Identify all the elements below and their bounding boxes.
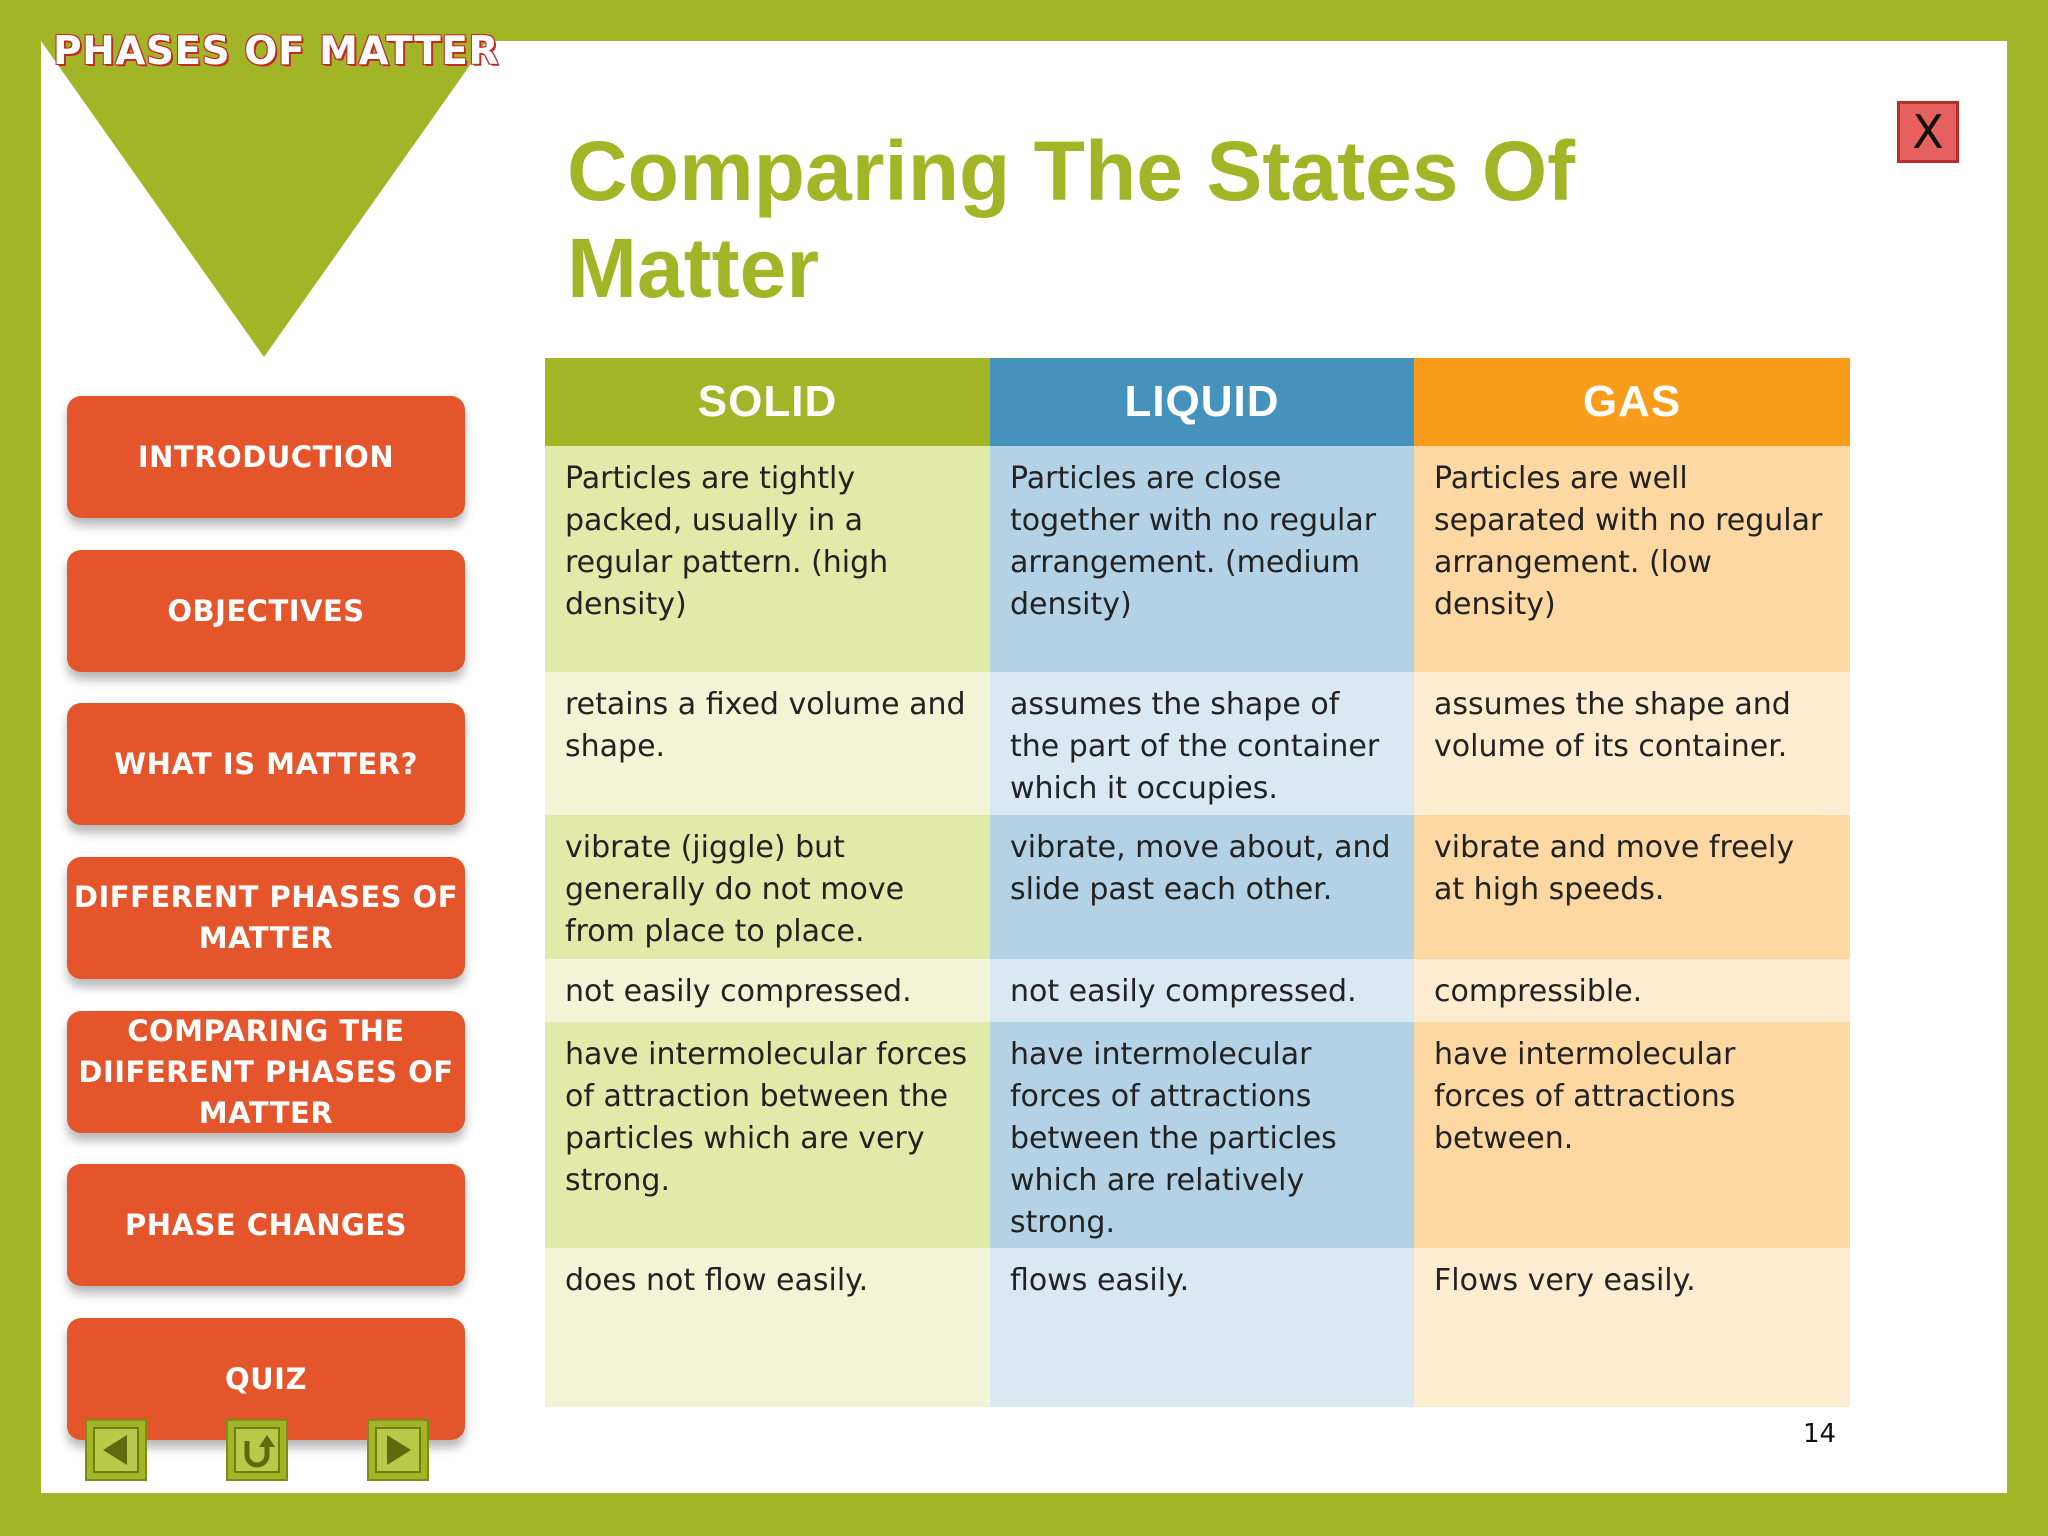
table-row: have intermolecular forces of attraction… (545, 1022, 1850, 1248)
table-row: Particles are tightly packed, usually in… (545, 446, 1850, 672)
header-solid: SOLID (545, 358, 990, 446)
nav-comparing-phases-button[interactable]: COMPARING THE DIIFERENT PHASES OF MATTER (67, 1011, 465, 1133)
page-number: 14 (1803, 1419, 1837, 1449)
cell-solid: vibrate (jiggle) but generally do not mo… (545, 815, 990, 959)
back-arrow-icon (93, 1427, 139, 1473)
cell-gas: have intermolecular forces of attraction… (1414, 1022, 1850, 1248)
nav-phase-changes-button[interactable]: PHASE CHANGES (67, 1164, 465, 1286)
table-row: not easily compressed. not easily compre… (545, 959, 1850, 1022)
cell-solid: retains a fixed volume and shape. (545, 672, 990, 815)
cell-solid: does not flow easily. (545, 1248, 990, 1407)
page-title: Comparing The States Of Matter (567, 124, 1576, 315)
cell-gas: assumes the shape and volume of its cont… (1414, 672, 1850, 815)
forward-button[interactable] (367, 1419, 429, 1481)
nav-controls (85, 1419, 455, 1483)
brand-triangle (41, 41, 487, 357)
forward-arrow-icon (375, 1427, 421, 1473)
cell-liquid: Particles are close together with no reg… (990, 446, 1414, 672)
cell-liquid: vibrate, move about, and slide past each… (990, 815, 1414, 959)
cell-liquid: assumes the shape of the part of the con… (990, 672, 1414, 815)
close-button[interactable]: X (1897, 101, 1959, 163)
nav-different-phases-button[interactable]: DIFFERENT PHASES OF MATTER (67, 857, 465, 979)
cell-liquid: flows easily. (990, 1248, 1414, 1407)
nav-objectives-button[interactable]: OBJECTIVES (67, 550, 465, 672)
cell-liquid: have intermolecular forces of attraction… (990, 1022, 1414, 1248)
cell-solid: Particles are tightly packed, usually in… (545, 446, 990, 672)
back-button[interactable] (85, 1419, 147, 1481)
cell-solid: not easily compressed. (545, 959, 990, 1022)
slide: PHASES OF MATTER X Comparing The States … (41, 29, 2007, 1493)
table-row: does not flow easily. flows easily. Flow… (545, 1248, 1850, 1407)
table-row: retains a fixed volume and shape. assume… (545, 672, 1850, 815)
brand-title: PHASES OF MATTER (53, 29, 499, 74)
header-liquid: LIQUID (990, 358, 1414, 446)
nav-what-is-matter-button[interactable]: WHAT IS MATTER? (67, 703, 465, 825)
cell-gas: Flows very easily. (1414, 1248, 1850, 1407)
return-button[interactable] (226, 1419, 288, 1481)
nav-introduction-button[interactable]: INTRODUCTION (67, 396, 465, 518)
table-row: vibrate (jiggle) but generally do not mo… (545, 815, 1850, 959)
table-header-row: SOLID LIQUID GAS (545, 358, 1850, 446)
comparison-table-wrap: SOLID LIQUID GAS Particles are tightly p… (545, 358, 1850, 1407)
cell-gas: compressible. (1414, 959, 1850, 1022)
cell-liquid: not easily compressed. (990, 959, 1414, 1022)
cell-solid: have intermolecular forces of attraction… (545, 1022, 990, 1248)
comparison-table: SOLID LIQUID GAS Particles are tightly p… (545, 358, 1850, 1407)
cell-gas: Particles are well separated with no reg… (1414, 446, 1850, 672)
header-gas: GAS (1414, 358, 1850, 446)
return-icon (234, 1427, 280, 1473)
cell-gas: vibrate and move freely at high speeds. (1414, 815, 1850, 959)
